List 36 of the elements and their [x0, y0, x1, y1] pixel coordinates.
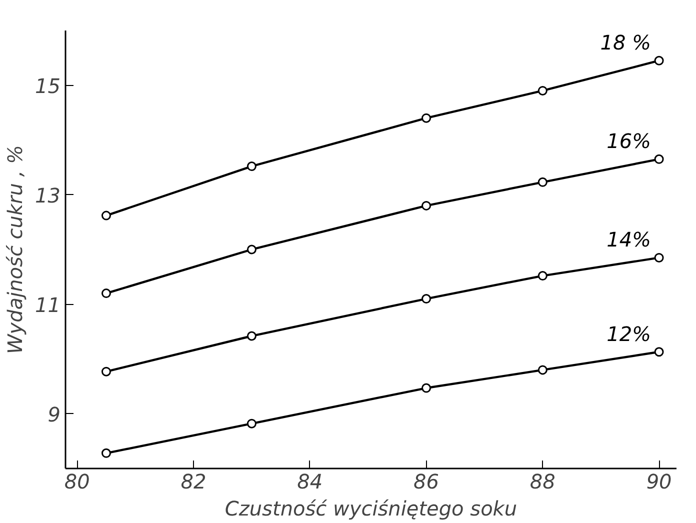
point — [538, 86, 548, 96]
point — [654, 154, 664, 164]
series-label: 16% — [606, 129, 652, 154]
x-tick-label: 84 — [297, 470, 323, 494]
point — [422, 113, 432, 123]
series-label: 18 % — [600, 30, 652, 55]
series-label: 14% — [606, 228, 652, 252]
x-tick-label: 86 — [414, 470, 440, 494]
y-tick-label: 15 — [35, 74, 61, 98]
point — [101, 210, 111, 220]
point — [538, 177, 548, 187]
point — [101, 366, 111, 376]
y-tick-label: 13 — [35, 183, 61, 208]
point — [654, 252, 664, 262]
x-tick-label: 80 — [64, 470, 90, 494]
x-tick-label: 90 — [646, 470, 672, 494]
point — [101, 288, 111, 298]
point — [538, 365, 548, 375]
x-axis-title: Czustność wyciśniętego soku — [224, 496, 518, 520]
y-tick-label: 11 — [35, 292, 61, 317]
y-axis-title: Wydajność cukru , % — [3, 144, 28, 354]
series-label: 12% — [606, 322, 652, 346]
point — [246, 418, 256, 428]
point — [538, 271, 548, 281]
point — [246, 162, 256, 172]
point — [422, 383, 432, 393]
point — [101, 448, 111, 458]
x-tick-label: 82 — [180, 470, 206, 494]
point — [422, 200, 432, 210]
point — [654, 56, 664, 66]
x-tick-label: 88 — [530, 470, 556, 494]
point — [246, 331, 256, 341]
point — [422, 294, 432, 304]
point — [246, 244, 256, 254]
y-tick-label: 9 — [48, 402, 61, 426]
point — [654, 347, 664, 357]
